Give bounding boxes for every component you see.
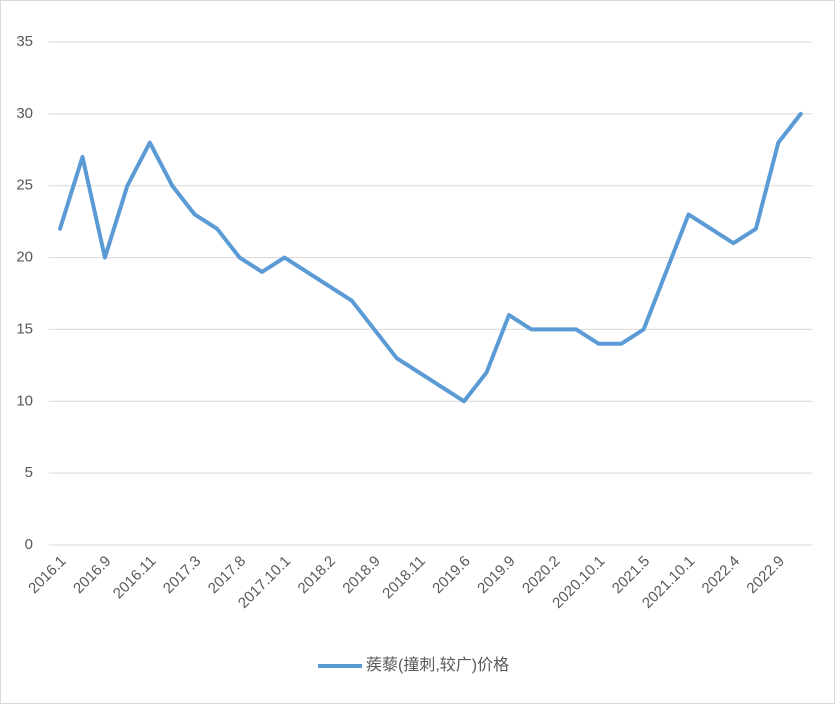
y-tick-label: 10 — [16, 392, 33, 409]
y-tick-label: 0 — [25, 536, 33, 553]
y-tick-label: 20 — [16, 249, 33, 266]
legend-label: 蒺藜(撞刺,较广)价格 — [366, 656, 509, 674]
y-tick-label: 25 — [16, 177, 33, 194]
line-series — [58, 111, 803, 404]
y-tick-label: 15 — [16, 320, 33, 337]
y-tick-label: 35 — [16, 33, 33, 50]
y-tick-label: 30 — [16, 105, 33, 122]
y-tick-label: 5 — [25, 464, 33, 481]
